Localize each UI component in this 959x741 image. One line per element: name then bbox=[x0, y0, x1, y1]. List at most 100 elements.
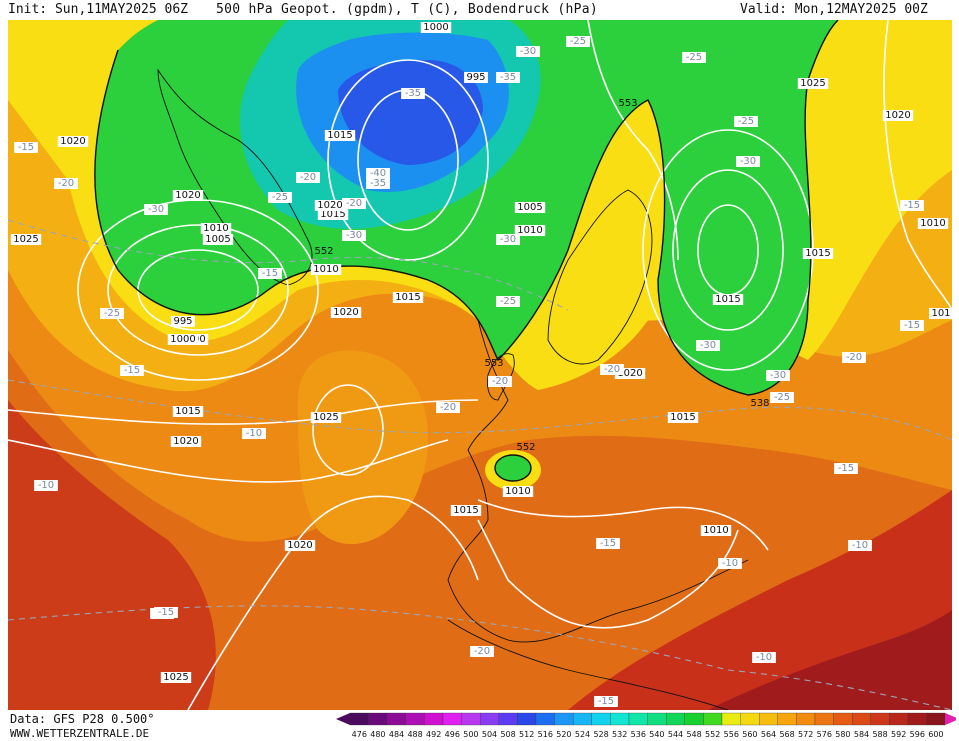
pressure-label-bg bbox=[324, 130, 356, 141]
legend-swatch bbox=[424, 712, 444, 726]
pressure-label: 1025 bbox=[160, 672, 192, 683]
pressure-label-text: 1000 bbox=[423, 22, 448, 33]
contour-552-main bbox=[94, 20, 839, 396]
field-red-west bbox=[8, 400, 216, 710]
pressure-label-text: 1010 bbox=[703, 525, 728, 536]
pressure-label: 1015 bbox=[712, 294, 744, 305]
legend-tick-label: 496 bbox=[445, 730, 460, 739]
temperature-label-bg bbox=[848, 540, 872, 551]
legend-tick-label: 580 bbox=[835, 730, 850, 739]
geopotential-label-text: 553 bbox=[618, 98, 637, 109]
pressure-label: 1015 bbox=[450, 505, 482, 516]
pressure-label-bg bbox=[172, 190, 204, 201]
temperature-label-text: -20 bbox=[58, 178, 74, 189]
pressure-label: 1020 bbox=[170, 436, 202, 447]
pressure-label: 1025 bbox=[797, 78, 829, 89]
legend-swatch bbox=[461, 712, 481, 726]
isobar-1015-med bbox=[477, 499, 769, 551]
legend-tick-label: 476 bbox=[352, 730, 367, 739]
pressure-label-bg bbox=[712, 294, 744, 305]
temperature-label-text: -15 bbox=[904, 320, 920, 331]
pressure-label: 1010 bbox=[700, 525, 732, 536]
contour-552 bbox=[94, 20, 839, 482]
isotherm-25 bbox=[8, 219, 569, 311]
pressure-label-bg bbox=[420, 22, 452, 33]
legend-swatch bbox=[852, 712, 871, 726]
temperature-label-text: -35 bbox=[370, 178, 386, 189]
legend-swatch bbox=[480, 712, 499, 726]
temperature-label-bg bbox=[900, 200, 924, 211]
legend-tick-label: 540 bbox=[649, 730, 664, 739]
temperature-label-text: -25 bbox=[104, 308, 120, 319]
pressure-label: 1000 bbox=[167, 334, 199, 345]
temperature-label: -25 bbox=[734, 116, 758, 127]
pressure-label-text: 1000 bbox=[170, 334, 195, 345]
pressure-label: 1015 bbox=[317, 209, 349, 220]
temperature-label: -30 bbox=[696, 340, 720, 351]
pressure-label: 1010 bbox=[917, 218, 949, 229]
pressure-label: 1015 bbox=[667, 412, 699, 423]
isobar-low-2 bbox=[107, 224, 289, 356]
legend-swatch bbox=[796, 712, 816, 726]
temperature-label-text: -15 bbox=[600, 538, 616, 549]
pressure-label: 1020 bbox=[57, 136, 89, 147]
temperature-label: -10 bbox=[34, 480, 58, 491]
legend-swatch bbox=[610, 712, 630, 726]
legend-tick-label: 536 bbox=[631, 730, 646, 739]
temperature-label-text: -25 bbox=[738, 116, 754, 127]
temperature-label: -15 bbox=[154, 607, 178, 618]
init-time: Init: Sun,11MAY2025 06Z bbox=[8, 2, 189, 17]
pressure-label-text: 1015 bbox=[805, 248, 830, 259]
temperature-label-bg bbox=[268, 192, 292, 203]
legend-swatch bbox=[442, 712, 462, 726]
pressure-label-bg bbox=[57, 136, 89, 147]
legend-tick-label: 512 bbox=[519, 730, 534, 739]
geopotential-label: 553 bbox=[484, 358, 503, 369]
temperature-label-bg bbox=[600, 364, 624, 375]
legend-swatch bbox=[387, 712, 406, 726]
temperature-label-text: -25 bbox=[500, 296, 516, 307]
temperature-label-bg bbox=[496, 234, 520, 245]
temperature-label: -15 bbox=[14, 142, 38, 153]
legend-swatches bbox=[336, 712, 956, 726]
legend-swatch bbox=[814, 712, 834, 726]
field-orange-anticyclone bbox=[298, 350, 428, 545]
pressure-label: 1020 bbox=[882, 110, 914, 121]
temperature-label-text: -15 bbox=[262, 268, 278, 279]
pressure-label-text: 1020 bbox=[317, 200, 342, 211]
temperature-label-text: -40 bbox=[370, 168, 386, 179]
pressure-label-bg bbox=[929, 308, 952, 319]
temperature-label-bg bbox=[496, 72, 520, 83]
temperature-label: -20 bbox=[342, 198, 366, 209]
pressure-label: 1005 bbox=[202, 234, 234, 245]
pressure-label: 1005 bbox=[514, 202, 546, 213]
temperature-label-text: -20 bbox=[492, 376, 508, 387]
geopotential-label: 552 bbox=[314, 246, 333, 257]
temperature-label-text: -35 bbox=[405, 88, 421, 99]
pressure-label: 995 bbox=[464, 72, 488, 83]
legend-tick-label: 520 bbox=[556, 730, 571, 739]
temperature-label-text: -35 bbox=[500, 72, 516, 83]
geopotential-label-text: 538 bbox=[750, 398, 769, 409]
pressure-label-bg bbox=[614, 368, 646, 379]
legend-swatch bbox=[777, 712, 797, 726]
legend-swatch bbox=[517, 712, 537, 726]
coast-british-isles bbox=[487, 353, 515, 401]
temperature-label-bg bbox=[258, 268, 282, 279]
legend-tick-label: 524 bbox=[575, 730, 590, 739]
pressure-label-text: 1020 bbox=[617, 368, 642, 379]
legend-tick-label: 500 bbox=[463, 730, 478, 739]
legend-swatch bbox=[405, 712, 425, 726]
pressure-label: 1020 bbox=[172, 190, 204, 201]
valid-time: Valid: Mon,12MAY2025 00Z bbox=[740, 2, 928, 17]
temperature-label: -20 bbox=[842, 352, 866, 363]
legend-swatch bbox=[759, 712, 778, 726]
field-green-cutoff bbox=[495, 455, 531, 481]
temperature-label: -15 bbox=[900, 320, 924, 331]
temperature-label: -40 bbox=[366, 168, 390, 179]
temperature-label: -25 bbox=[770, 392, 794, 403]
temperature-label-bg bbox=[842, 352, 866, 363]
field-darkred bbox=[708, 610, 952, 710]
temperature-label: -10 bbox=[718, 558, 742, 569]
pressure-label-text: 1015 bbox=[175, 406, 200, 417]
